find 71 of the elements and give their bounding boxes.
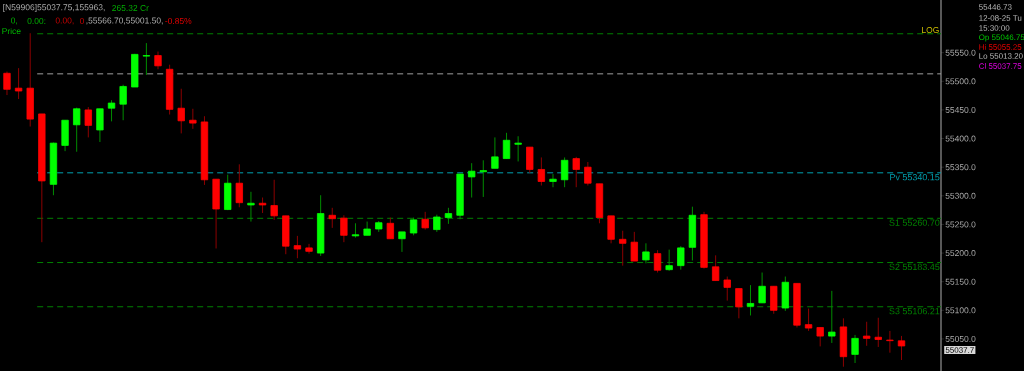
ref-line-label: S2 55183.45 bbox=[889, 263, 940, 271]
annotation: 0 bbox=[79, 18, 85, 24]
candlestick bbox=[502, 132, 511, 160]
candlestick bbox=[468, 162, 476, 199]
candlestick bbox=[735, 288, 743, 319]
candlestick bbox=[677, 245, 685, 271]
annotation: Price bbox=[2, 27, 21, 35]
candlestick bbox=[584, 161, 592, 186]
candlestick bbox=[746, 284, 755, 316]
candlestick bbox=[84, 106, 92, 138]
y-tick-label: 55400.0 bbox=[945, 135, 976, 142]
candlestick bbox=[142, 42, 151, 76]
candlestick bbox=[189, 108, 197, 130]
candlestick bbox=[804, 308, 813, 332]
candlestick bbox=[711, 254, 720, 282]
candlestick bbox=[340, 214, 348, 243]
annotation: 0.00, bbox=[55, 17, 74, 25]
annotation: 0, bbox=[11, 17, 18, 25]
candlestick bbox=[572, 156, 580, 188]
y-tick-label: 55200.0 bbox=[945, 250, 976, 257]
annotation: ,55566.70,55001.50, bbox=[86, 17, 163, 25]
candlestick bbox=[328, 207, 336, 229]
candlestick bbox=[73, 107, 81, 153]
candlestick bbox=[723, 276, 731, 302]
ref-line-label: Pv 55340.15 bbox=[890, 174, 940, 181]
y-tick-label: 55350.0 bbox=[945, 164, 976, 171]
candlestick bbox=[107, 99, 116, 122]
candlestick bbox=[816, 326, 824, 347]
candlestick bbox=[537, 156, 546, 186]
candlestick bbox=[270, 179, 278, 221]
y-tick-label: 55450.0 bbox=[945, 106, 976, 113]
candlestick bbox=[897, 335, 906, 361]
candlestick bbox=[491, 136, 499, 169]
y-tick-label: 55250.0 bbox=[945, 221, 976, 228]
candlestick bbox=[3, 71, 11, 96]
candlestick bbox=[119, 84, 127, 121]
candlestick bbox=[863, 321, 871, 347]
candlestick bbox=[874, 317, 882, 348]
annotation: 0.00: bbox=[27, 18, 46, 24]
y-tick-label: 55500.0 bbox=[945, 78, 976, 85]
candlestick bbox=[398, 231, 406, 253]
candlestick bbox=[293, 235, 302, 259]
candlestick bbox=[479, 159, 487, 198]
candlestick bbox=[235, 163, 243, 208]
candlestick bbox=[758, 272, 766, 304]
y-tick-label: 55550.0 bbox=[945, 49, 976, 56]
candlestick bbox=[619, 230, 627, 267]
candlestick bbox=[886, 330, 894, 354]
candlestick bbox=[177, 88, 185, 134]
candlestick bbox=[305, 243, 313, 255]
candlestick bbox=[386, 217, 394, 240]
ref-line-label: S1 55260.70 bbox=[889, 219, 940, 226]
candlestick bbox=[653, 249, 662, 274]
candlestick bbox=[526, 146, 534, 174]
y-tick-label: 55150.0 bbox=[945, 278, 976, 285]
candlestick bbox=[851, 334, 859, 364]
annotation: [N59906]55037.75,155963, bbox=[3, 4, 105, 12]
annotation: -0.85% bbox=[165, 18, 192, 24]
annotation: 265.32 Cr bbox=[112, 5, 149, 11]
candlestick bbox=[96, 108, 104, 143]
text: LOG bbox=[922, 27, 939, 33]
y-tick-label: 55050.0 bbox=[945, 335, 976, 342]
candlestick bbox=[607, 215, 615, 244]
y-tick-label: 55300.0 bbox=[945, 192, 976, 199]
candlestick bbox=[14, 67, 23, 100]
y-tick-label: 55100.0 bbox=[945, 307, 976, 314]
candlestick bbox=[630, 231, 638, 262]
candlestick bbox=[560, 156, 569, 188]
candlestick bbox=[549, 173, 557, 188]
ref-line-label: S3 55106.21 bbox=[889, 307, 940, 315]
candlestick bbox=[514, 135, 522, 162]
